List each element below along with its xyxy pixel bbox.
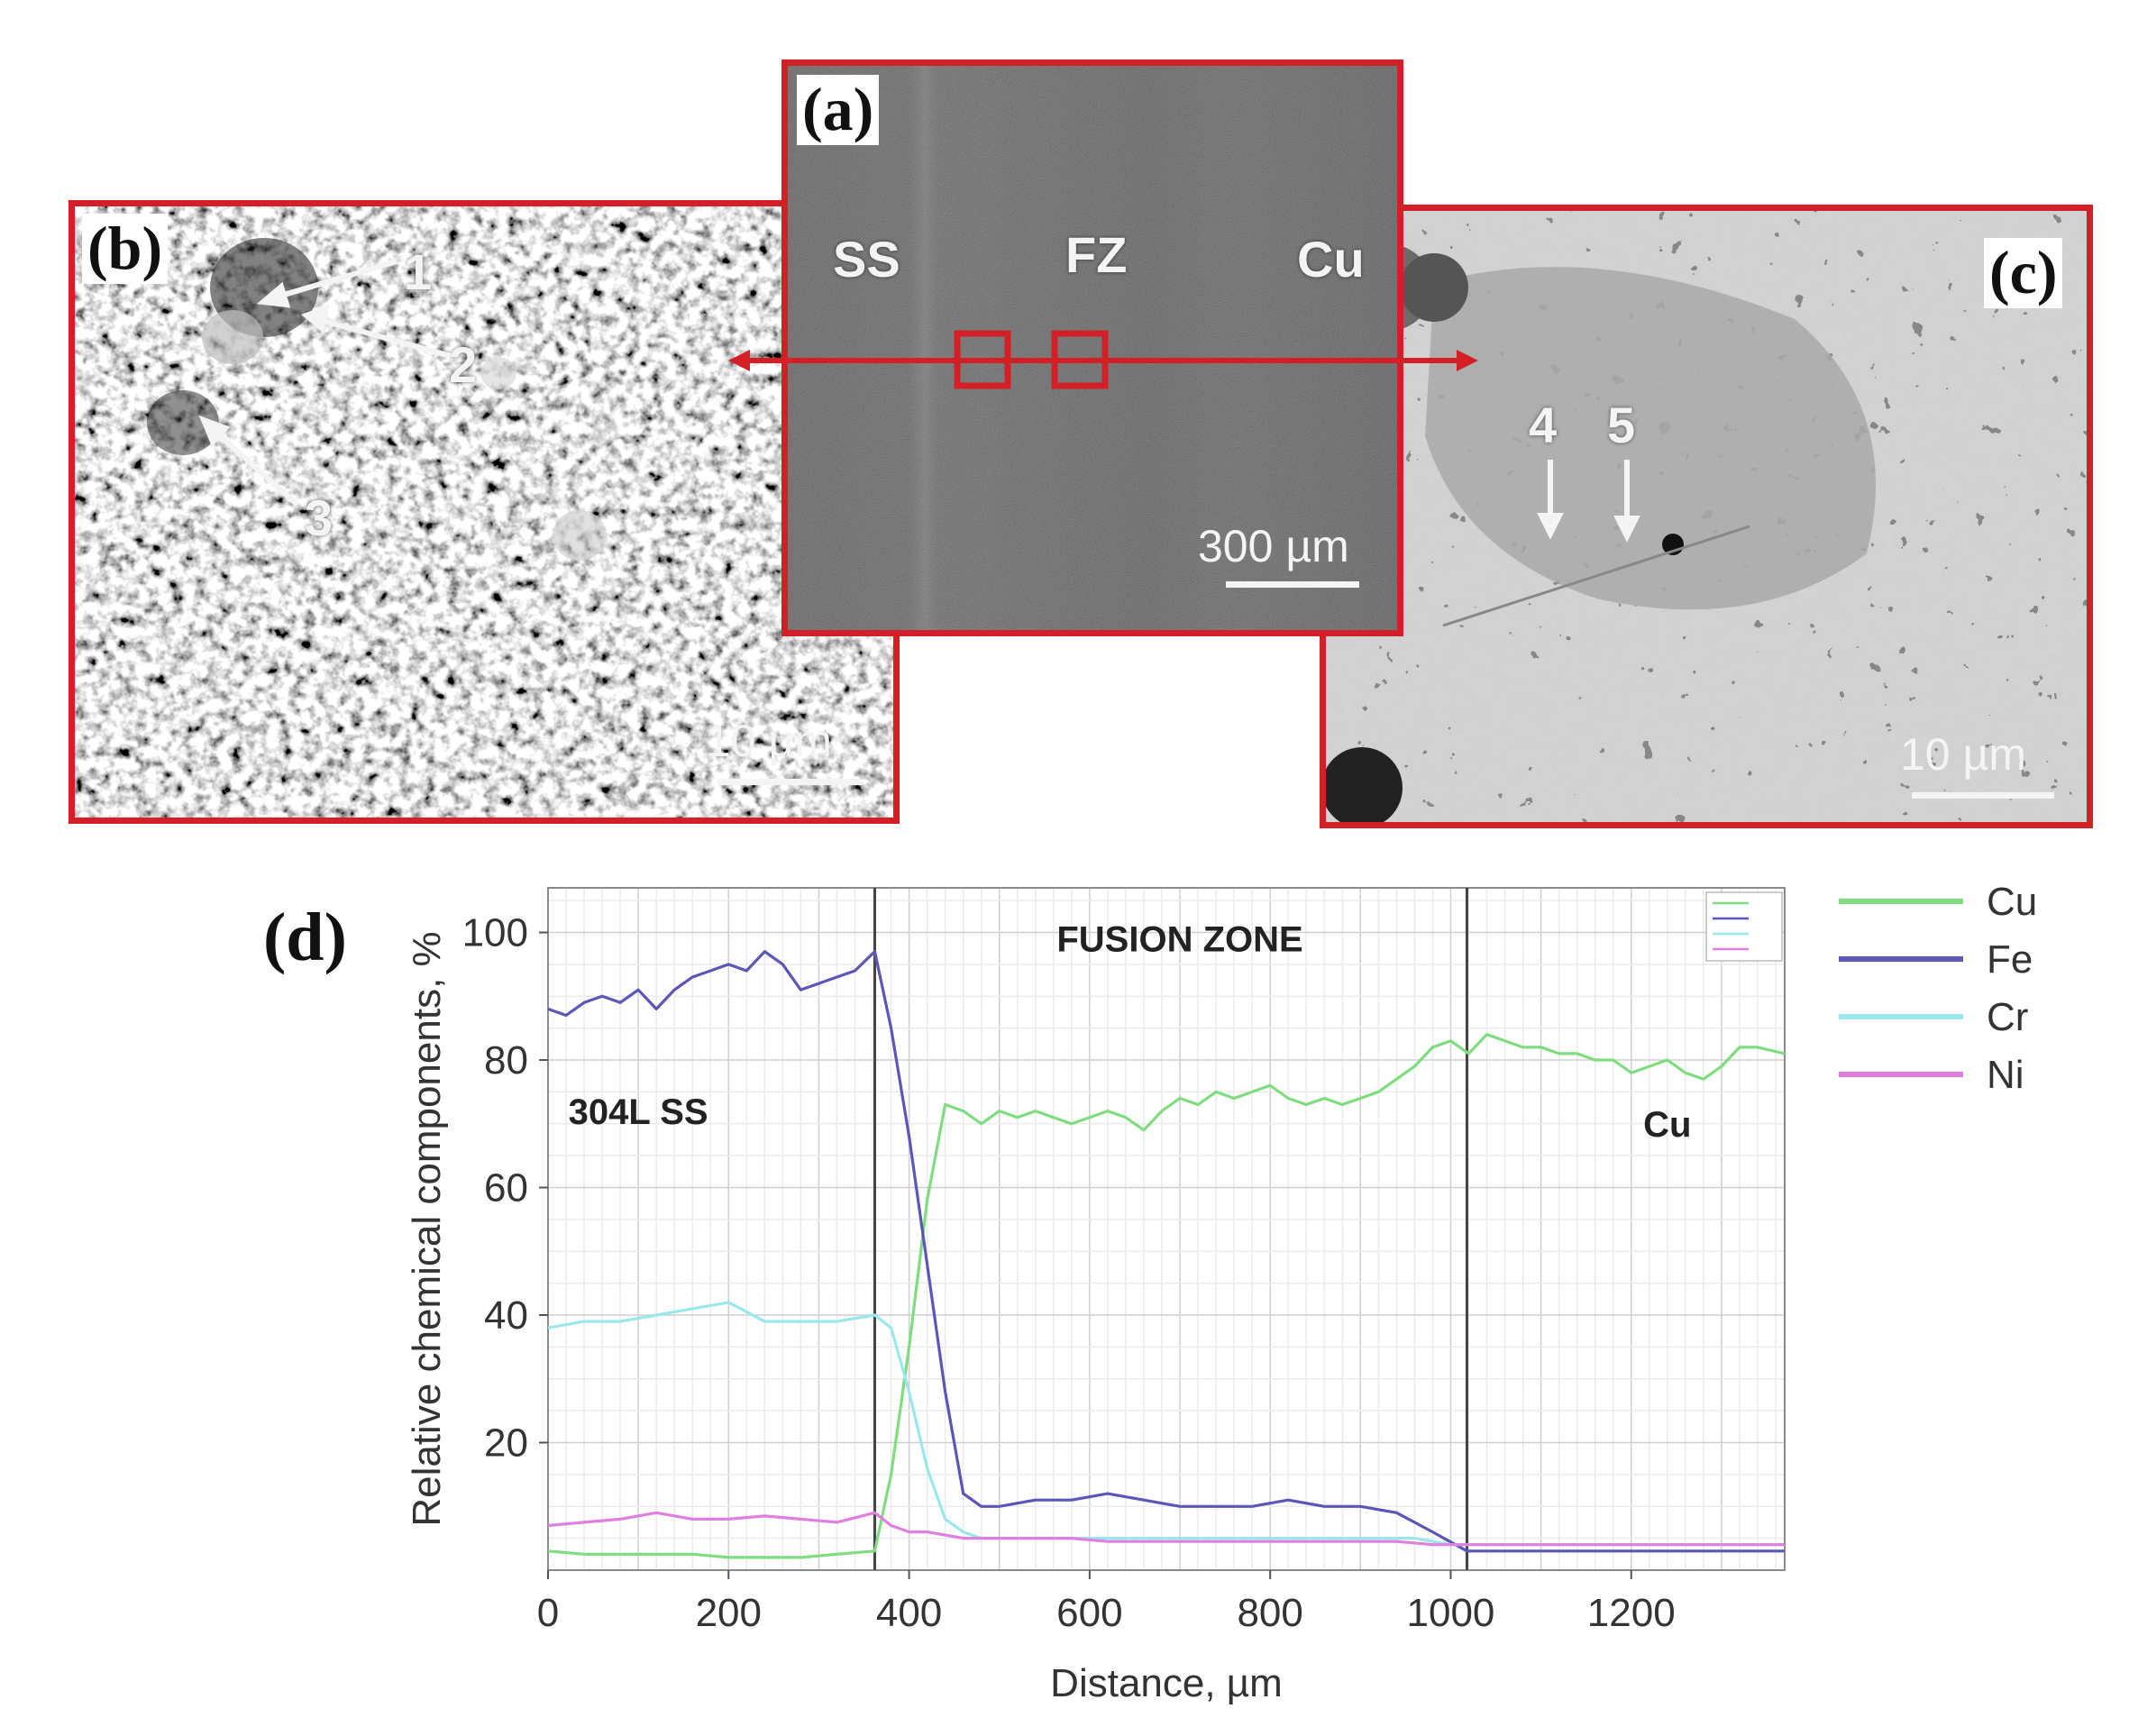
series-line-fe [547,950,1785,1553]
x-tick-label: 1200 [1587,1591,1676,1635]
grid-lines [548,888,1785,1570]
micrograph-b-image [75,206,893,818]
x-axis-label: Distance, µm [1050,1661,1283,1705]
y-tick-label: 100 [462,911,528,955]
linescan-chart: 0 200 400 600 800 1000 1200 20 40 60 80 100 Distance… [405,880,2037,1705]
y-axis-label: Relative chemical components, % [405,931,449,1526]
panel-a-tag: (a) [797,75,880,145]
legend-label-ni: Ni [1987,1053,2024,1097]
scale-bar-b [717,779,862,785]
scale-bar-label-a: 300 µm [1198,521,1349,571]
region-label: Cu [1643,1105,1691,1145]
marker-1: 1 [404,243,433,300]
x-tick-label: 0 [537,1591,559,1635]
micrograph-a-image [788,66,1397,630]
scale-bar-c [1912,792,2054,799]
x-tick-label: 600 [1056,1591,1122,1635]
marker-5: 5 [1607,397,1636,453]
x-tick-label: 800 [1237,1591,1302,1635]
plot-frame [547,887,1786,1571]
region-label-fz: FZ [1065,226,1128,283]
micrograph-b-panel: (b) 1 2 3 10 µm [69,200,900,824]
marker-3: 3 [305,489,334,546]
legend-label-cu: Cu [1987,880,2037,924]
scale-bar-label-b: 10 µm [706,716,832,766]
y-tick-label: 40 [484,1293,528,1338]
region-label: 304L SS [569,1092,708,1132]
legend-label-cr: Cr [1987,995,2028,1039]
panel-b-tag: (b) [82,214,169,284]
region-label-ss: SS [833,231,900,288]
scale-bar-a [1226,581,1359,588]
x-tick-label: 200 [696,1591,762,1635]
region-label-cu: Cu [1297,231,1365,288]
plot-area [548,888,1785,1570]
marker-4: 4 [1529,397,1558,453]
y-tick-label: 60 [484,1166,528,1211]
micrograph-a-panel: (a) SS FZ Cu 300 µm [781,59,1403,636]
x-tick-label: 1000 [1407,1591,1495,1635]
y-tick-label: 20 [484,1421,528,1466]
panel-c-tag: (c) [1984,238,2063,308]
legend-label-fe: Fe [1987,937,2033,982]
region-label: FUSION ZONE [1056,920,1302,960]
series-line-cu [547,1033,1786,1559]
panel-d-tag: (d) [263,900,347,975]
y-tick-label: 80 [484,1038,528,1083]
marker-2: 2 [449,336,478,393]
scale-bar-label-c: 10 µm [1900,729,2026,780]
series-line-ni [547,1511,1785,1547]
x-tick-label: 400 [876,1591,942,1635]
micrograph-c-panel: (c) 4 5 10 µm [1320,205,2093,828]
